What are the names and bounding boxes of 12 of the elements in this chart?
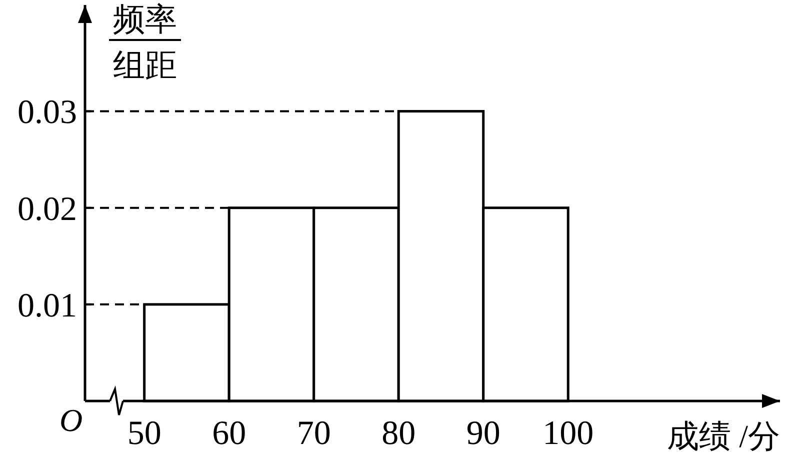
x-tick-label: 100: [542, 415, 594, 452]
y-tick-label: 0.03: [18, 94, 77, 132]
y-axis-title: 频率组距: [113, 1, 177, 83]
x-tick-label: 60: [212, 415, 246, 452]
y-tick-label: 0.02: [18, 190, 77, 228]
x-tick-label: 50: [127, 415, 162, 452]
text: O: [59, 402, 83, 438]
y-tick-label: 0.01: [18, 287, 77, 324]
x-tick-label: 90: [466, 415, 500, 452]
x-tick-label: 80: [382, 415, 416, 452]
x-tick-label: 70: [296, 415, 331, 452]
x-axis-title: 成绩 /分: [667, 418, 780, 454]
